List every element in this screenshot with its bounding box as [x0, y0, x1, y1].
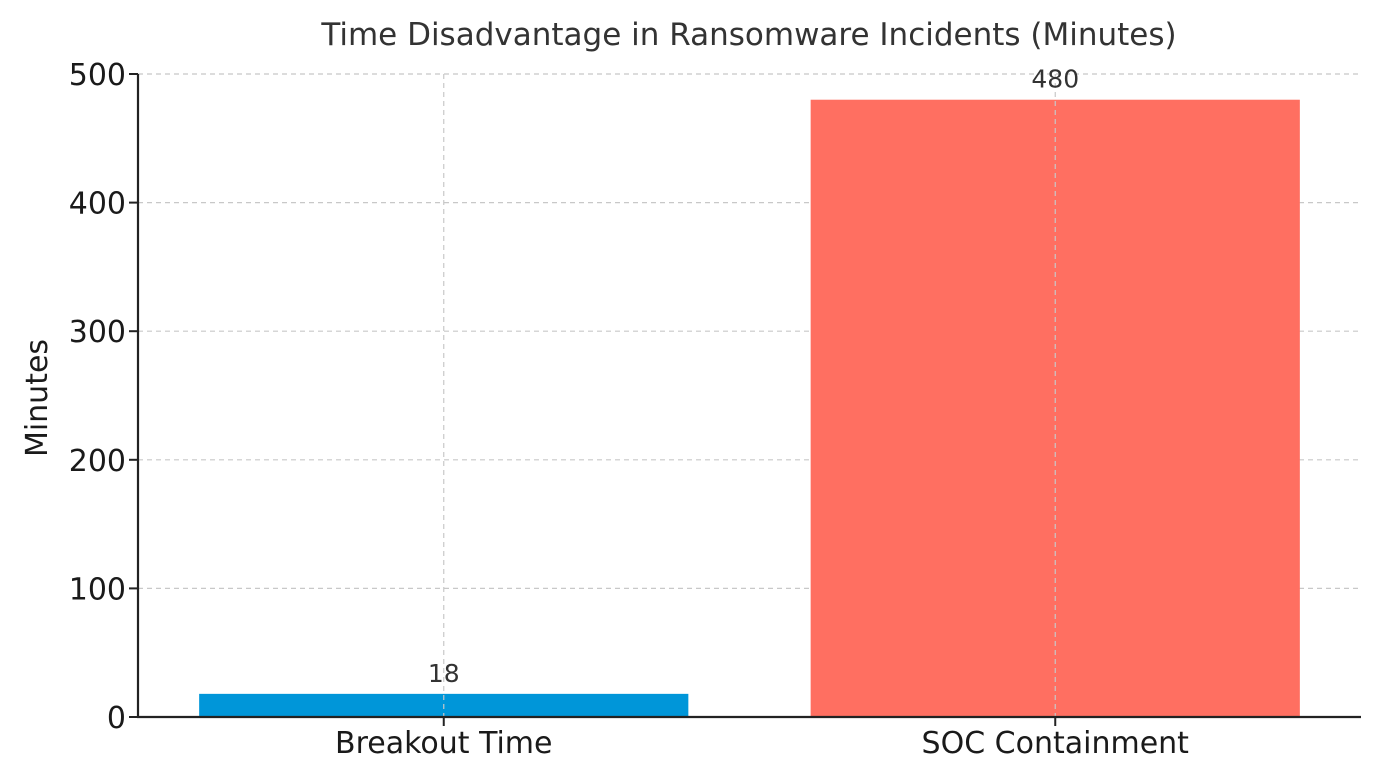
value-label: 480 [1031, 65, 1079, 94]
x-ticks: Breakout Time SOC Containment [335, 717, 1189, 761]
y-tick-label: 500 [69, 58, 126, 93]
y-tick-label: 300 [69, 315, 126, 350]
value-label: 18 [428, 659, 460, 688]
x-tick-label: Breakout Time [335, 726, 553, 761]
y-tick-label: 0 [107, 701, 126, 736]
x-gridlines [443, 74, 1056, 717]
y-tick-label: 200 [69, 444, 126, 479]
y-axis-label: Minutes [20, 339, 55, 457]
value-labels: 18 480 [428, 65, 1079, 688]
y-tick-label: 100 [69, 572, 126, 607]
bars [199, 99, 1300, 718]
x-tick-label: SOC Containment [922, 726, 1190, 761]
y-ticks: 0 100 200 300 400 500 [69, 58, 138, 736]
y-tick-label: 400 [69, 187, 126, 222]
axes [136, 74, 1361, 719]
chart-title: Time Disadvantage in Ransomware Incident… [320, 17, 1176, 53]
